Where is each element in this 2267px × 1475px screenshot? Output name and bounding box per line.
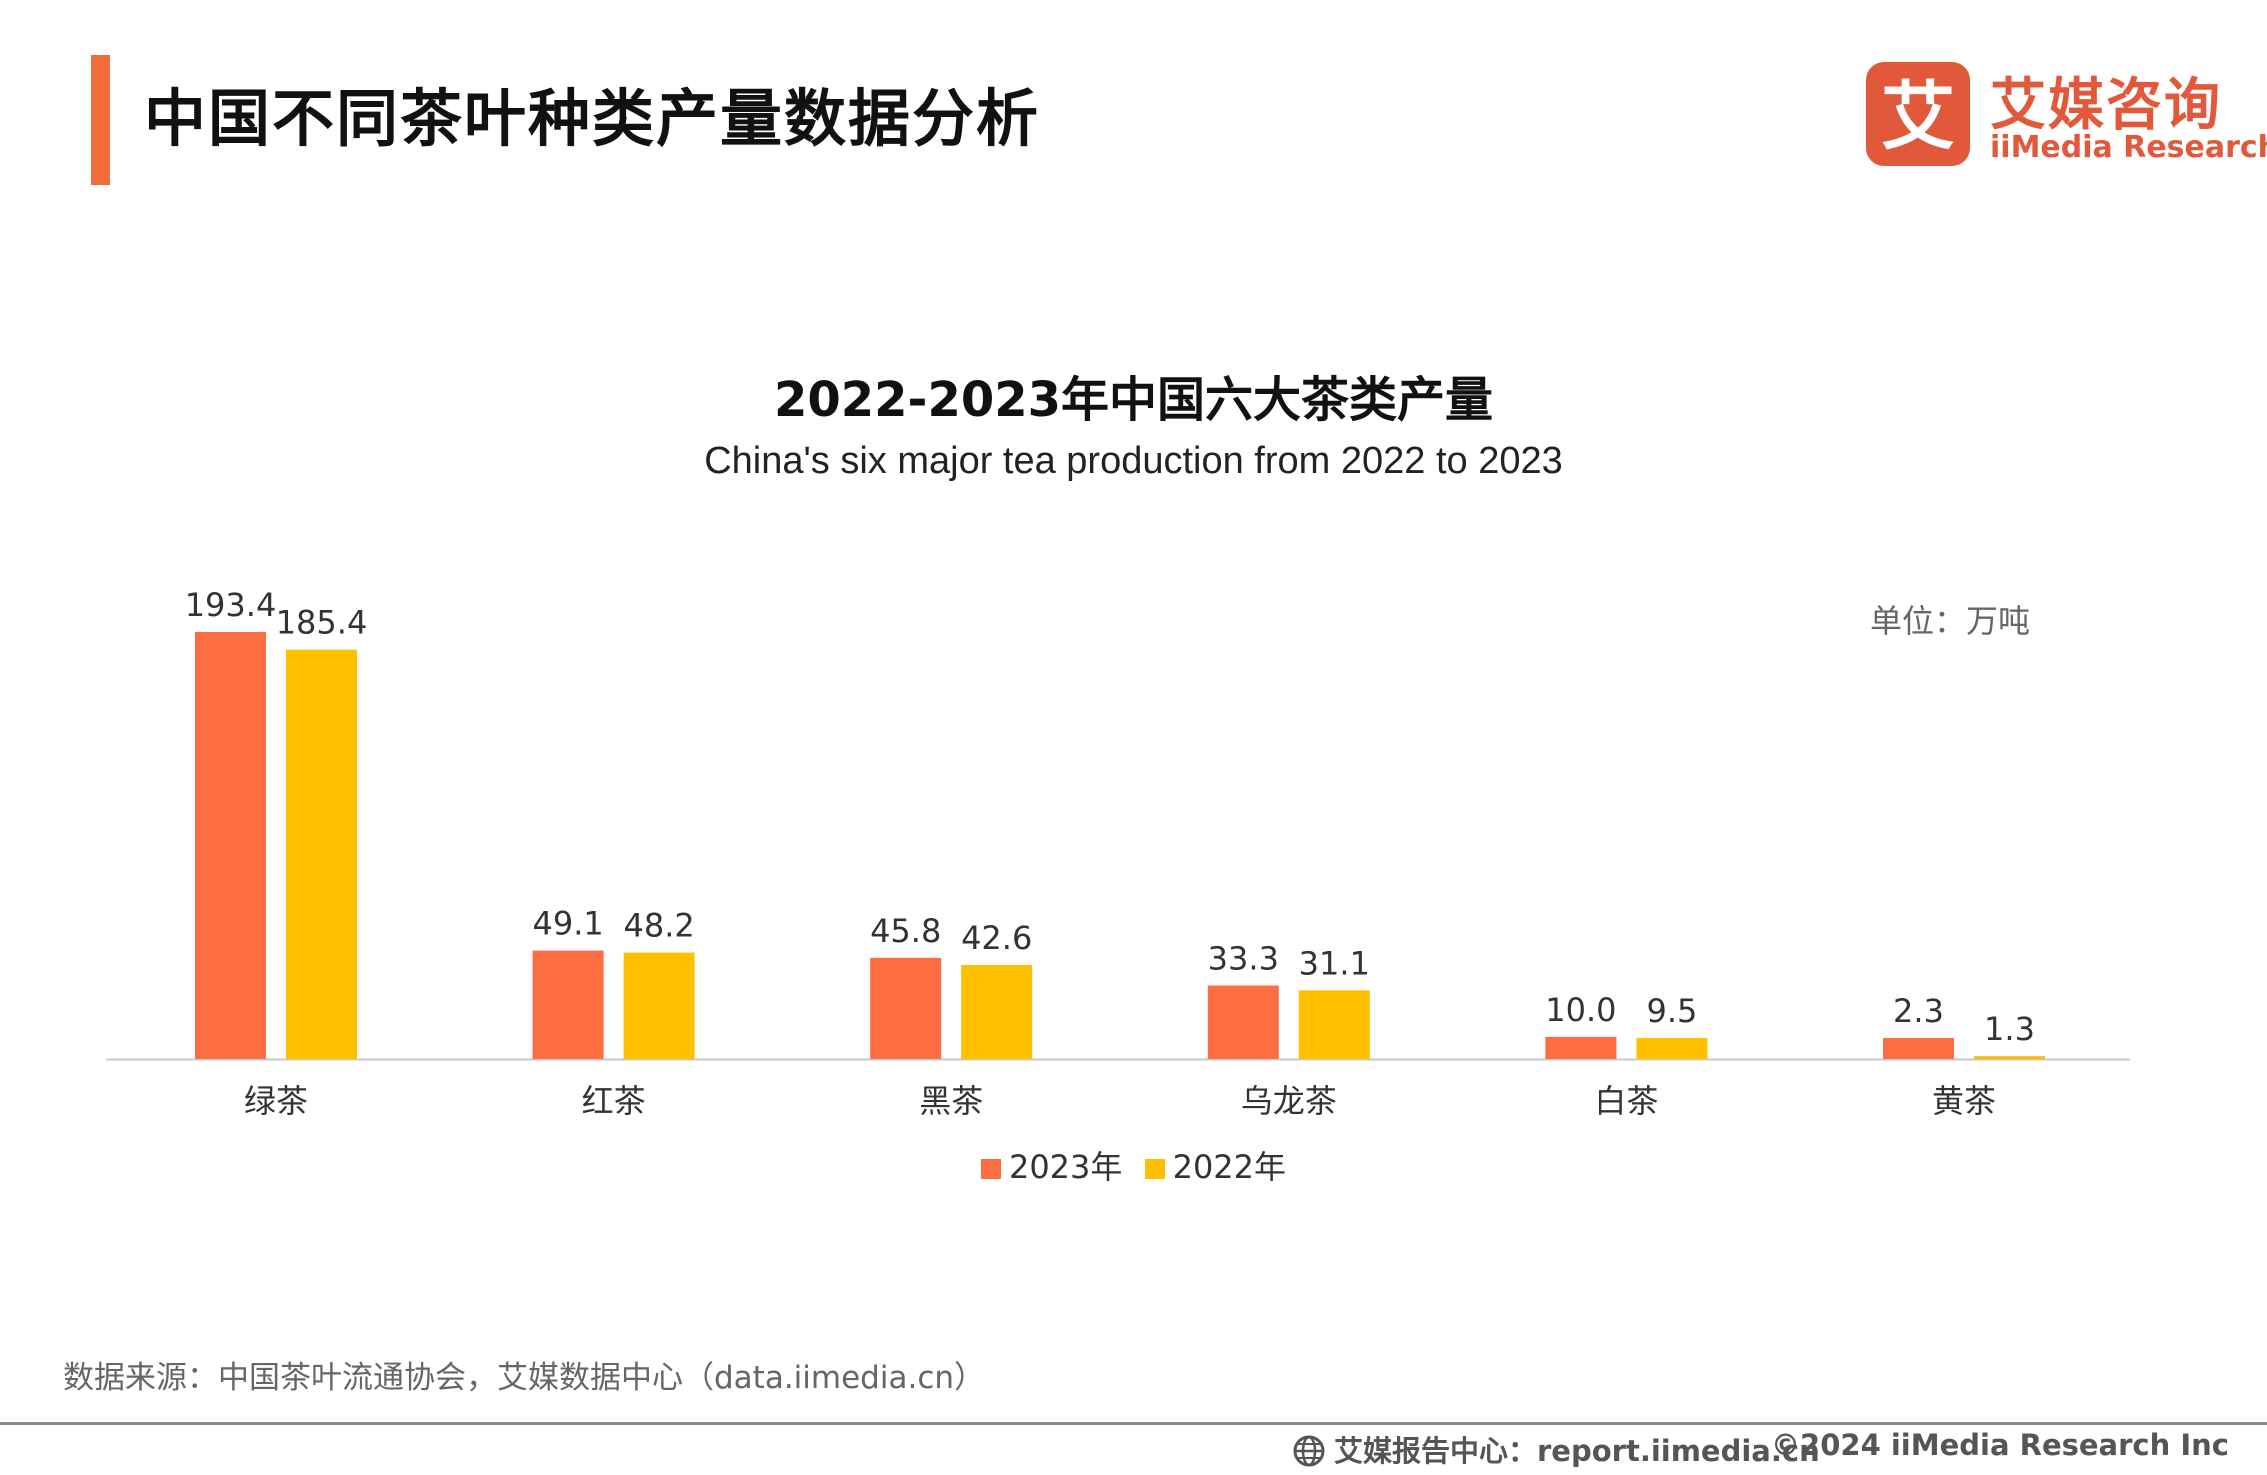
data-label-0-2: 45.8 xyxy=(870,912,941,950)
title-accent-bar xyxy=(91,55,110,185)
chart-legend: 2023年 2022年 xyxy=(0,1142,2267,1188)
logo-mark-icon: 艾 xyxy=(1866,62,1970,166)
unit-label: 单位：万吨 xyxy=(1870,602,2031,640)
bar-1-5 xyxy=(1974,1056,2045,1059)
globe-icon xyxy=(1292,1434,1326,1468)
bar-0-0 xyxy=(195,632,266,1059)
data-label-0-0: 193.4 xyxy=(185,586,277,624)
bar-1-4 xyxy=(1636,1038,1708,1059)
data-label-1-1: 48.2 xyxy=(623,907,694,945)
iimedia-logo: 艾 艾媒咨询 iiMedia Research xyxy=(1866,62,2267,172)
legend-item-2023: 2023年 xyxy=(980,1142,1123,1188)
data-label-0-4: 10.0 xyxy=(1545,991,1616,1029)
data-label-0-1: 49.1 xyxy=(532,905,603,943)
legend-swatch-2022 xyxy=(1144,1159,1165,1179)
bar-0-1 xyxy=(532,950,604,1059)
data-label-1-2: 42.6 xyxy=(961,919,1032,957)
legend-swatch-2023 xyxy=(980,1159,1001,1179)
data-label-0-5: 2.3 xyxy=(1893,992,1944,1030)
bar-0-3 xyxy=(1207,985,1279,1059)
logo-mark-background xyxy=(1866,62,1970,166)
logo-name-cn: 艾媒咨询 xyxy=(1990,73,2222,138)
footer-report-center: 艾媒报告中心：report.iimedia.cn xyxy=(1292,1428,1820,1470)
footer-report-center-text: 艾媒报告中心：report.iimedia.cn xyxy=(1334,1434,1820,1468)
page-title: 中国不同茶叶种类产量数据分析 xyxy=(144,82,1041,155)
legend-item-2022: 2022年 xyxy=(1144,1142,1287,1188)
data-label-1-0: 185.4 xyxy=(276,604,368,642)
x-tick-label-1: 红茶 xyxy=(582,1082,646,1120)
x-tick-label-2: 黑茶 xyxy=(919,1082,983,1120)
bar-1-0 xyxy=(286,649,357,1059)
x-tick-label-4: 白茶 xyxy=(1594,1082,1658,1120)
legend-label-2023: 2023年 xyxy=(1008,1148,1123,1186)
bar-1-3 xyxy=(1298,990,1370,1059)
data-label-0-3: 33.3 xyxy=(1208,939,1279,977)
footer-copyright: ©2024 iiMedia Research Inc xyxy=(1771,1428,2229,1462)
data-label-1-5: 1.3 xyxy=(1984,1010,2035,1048)
bar-0-4 xyxy=(1545,1036,1617,1059)
data-source: 数据来源：中国茶叶流通协会，艾媒数据中心（data.iimedia.cn） xyxy=(63,1360,986,1396)
bar-0-5 xyxy=(1883,1038,1954,1059)
legend-label-2022: 2022年 xyxy=(1172,1148,1287,1186)
bar-1-2 xyxy=(961,964,1033,1059)
x-tick-label-3: 乌龙茶 xyxy=(1241,1082,1337,1120)
chart-subtitle: China's six major tea production from 20… xyxy=(704,440,1563,482)
data-label-1-4: 9.5 xyxy=(1646,992,1697,1030)
chart-title: 2022-2023年中国六大茶类产量 xyxy=(773,372,1494,428)
bar-0-2 xyxy=(870,957,942,1059)
x-tick-label-5: 黄茶 xyxy=(1932,1082,1996,1120)
bar-1-1 xyxy=(623,952,695,1059)
logo-mark-glyph: 艾 xyxy=(1881,74,1955,160)
footer-divider xyxy=(0,1422,2267,1425)
x-tick-label-0: 绿茶 xyxy=(244,1082,308,1120)
logo-name-en: iiMedia Research xyxy=(1990,130,2267,165)
data-label-1-3: 31.1 xyxy=(1299,944,1370,982)
